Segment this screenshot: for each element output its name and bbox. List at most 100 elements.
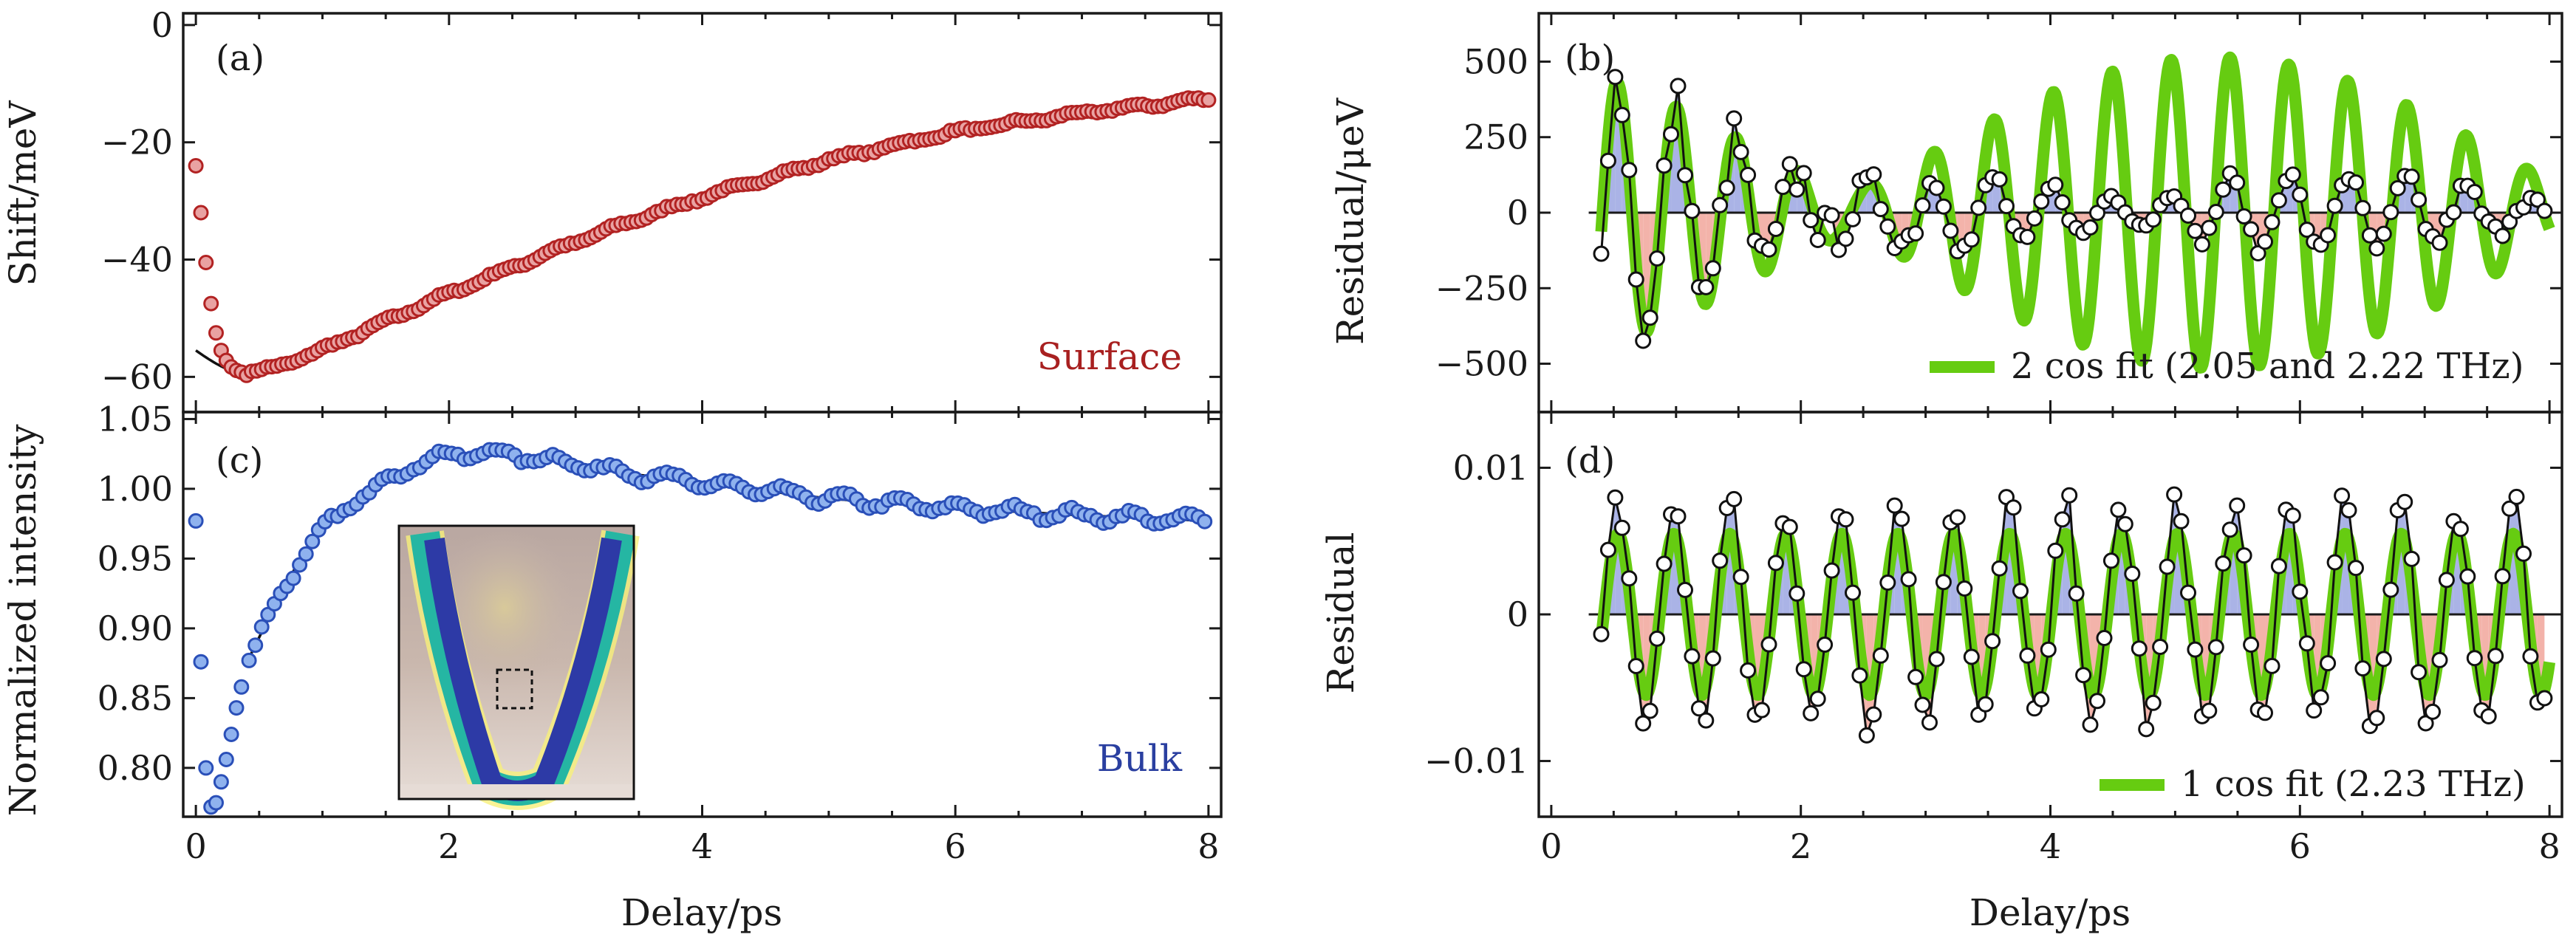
residual-point [2040,641,2057,658]
residual-point [2047,176,2064,193]
residual-point [2193,236,2210,253]
bulk-point [198,760,214,776]
residual-point [2075,667,2092,684]
residual-point [2396,493,2413,510]
residual-point [1788,585,1805,602]
residual-point [1809,690,1826,707]
xtick-label: 2 [1790,826,1811,866]
residual-point [2235,208,2252,224]
residual-point [1726,110,1743,127]
residual-point [1740,662,1757,679]
panel-d-points [1593,486,2553,744]
residual-point [1851,667,1868,684]
residual-point [2047,542,2064,559]
bulk-point [1197,513,1213,529]
residual-point [1613,519,1630,536]
residual-point [1670,78,1687,95]
residual-point [2389,179,2406,196]
ytick-label: 0.95 [98,538,173,578]
residual-point [1760,636,1777,653]
residual-point [2292,186,2309,203]
residual-point [2298,635,2315,652]
residual-point [2487,648,2504,665]
residual-point [1795,165,1812,182]
residual-point [1914,696,1931,713]
bulk-point [304,533,321,549]
residual-point [2124,566,2141,582]
residual-point [2284,166,2301,183]
residual-point [1677,167,1693,184]
residual-point [2229,174,2246,191]
ytick-label: 500 [1463,41,1528,81]
panel-c-xlabel: Delay/ps [621,891,782,934]
residual-point [2354,199,2371,216]
residual-point [1823,562,1840,579]
inset-frame [397,524,635,800]
residual-point [1607,69,1624,86]
panel-c-label: (c) [216,440,263,481]
panel-c-annotation: Bulk [1097,737,1183,780]
residual-point [1914,197,1931,214]
surface-point [203,295,219,312]
ytick-label: 0 [1507,193,1528,233]
inset-bottom [399,784,634,799]
residual-point [2348,560,2364,577]
residual-point [1767,221,1784,237]
residual-point [1823,207,1840,224]
residual-point [2466,184,2483,200]
panel-b-ticks: 500 250 0 −250 −500 [1435,13,2562,412]
residual-point [2054,511,2071,528]
panel-b-label: (b) [1565,38,1615,79]
panel-d-plot-area [1588,486,2562,744]
residual-point [1712,196,1729,213]
residual-point [2466,650,2483,667]
residual-point [1907,668,1924,685]
residual-point [2243,221,2260,238]
residual-point [1845,210,1861,227]
residual-point [1998,198,2015,215]
residual-point [1921,714,1938,731]
ytick-label: −250 [1435,268,1528,308]
residual-point [2508,488,2525,505]
residual-point [1684,202,1701,219]
positive-fill [2006,497,2014,614]
residual-point [1865,706,1882,723]
ytick-label: 0.90 [98,608,173,648]
residual-point [1635,715,1652,732]
residual-point [2026,210,2043,227]
residual-point [2292,583,2309,600]
residual-point [2494,227,2511,244]
positive-fill [2405,176,2412,213]
residual-point [2061,487,2078,504]
residual-point [2207,639,2224,656]
residual-point [2110,501,2127,518]
residual-point [1900,571,1917,588]
residual-point [1781,156,1798,173]
bulk-point [241,652,257,668]
panel-c-frame [182,411,1223,818]
ytick-label: 0.80 [98,748,173,788]
residual-point [1599,541,1616,558]
residual-point [2411,191,2428,208]
ytick-label: −40 [101,240,173,280]
residual-point [1732,569,1749,586]
ytick-label: −20 [101,123,173,162]
residual-point [2180,208,2196,224]
residual-point [2298,222,2315,239]
residual-point [2215,555,2232,572]
residual-point [2536,202,2553,219]
residual-point [1942,222,1959,239]
residual-point [2334,487,2351,504]
residual-point [2375,225,2392,242]
residual-point [2207,204,2224,220]
residual-point [2425,703,2441,720]
residual-point [2131,640,2148,657]
residual-point [2270,192,2287,209]
panel-d-legend: 1 cos fit (2.23 THz) [2100,764,2526,805]
surface-point [188,158,204,174]
residual-point [1879,218,1896,235]
residual-point [1928,651,1945,668]
residual-point [1886,497,1903,514]
residual-point [1991,560,2008,577]
